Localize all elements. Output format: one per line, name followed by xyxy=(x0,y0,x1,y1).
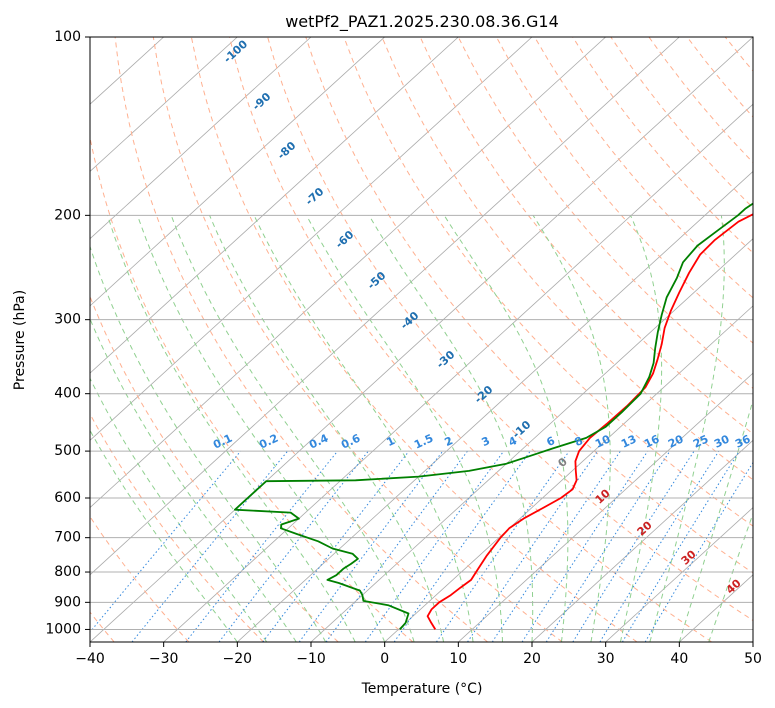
pressure-gridlines xyxy=(90,37,753,630)
y-tick-label: 1000 xyxy=(45,621,81,637)
isotherm-line xyxy=(163,103,753,642)
dewpoint-profile-line xyxy=(234,202,753,630)
y-tick-label: 800 xyxy=(54,564,81,580)
isotherm-line xyxy=(90,37,238,172)
moist-adiabat-line xyxy=(678,398,753,642)
dry-adiabat-line xyxy=(343,37,753,527)
dry-adiabat-line xyxy=(457,37,753,389)
mixing-ratio-line xyxy=(572,450,695,642)
y-axis-title: Pressure (hPa) xyxy=(12,290,28,390)
isotherm-line xyxy=(90,37,606,509)
moist-adiabat-line xyxy=(253,215,474,642)
y-tick-label: 600 xyxy=(54,490,81,506)
mixing-ratio-line xyxy=(131,450,288,642)
y-tick-label: 200 xyxy=(54,207,81,223)
dry-adiabat-line xyxy=(190,37,638,642)
y-tick-label: 400 xyxy=(54,386,81,402)
dry-adiabat-line xyxy=(114,37,488,642)
moist-adiabat-line xyxy=(532,215,611,642)
mixing-ratio-line xyxy=(325,450,468,642)
x-tick-label: 0 xyxy=(380,651,389,667)
x-tick-label: −10 xyxy=(296,651,326,667)
mixing-ratio-line xyxy=(262,450,410,642)
moist-adiabat-line xyxy=(90,317,297,642)
moist-adiabat-line xyxy=(443,215,569,642)
dry-adiabat-line xyxy=(305,37,753,574)
mixing-ratio-line xyxy=(90,450,242,633)
mixing-ratio-label: 25 xyxy=(691,432,710,450)
mixing-ratio-label: 36 xyxy=(733,432,753,450)
isotherm-line xyxy=(90,37,533,441)
x-tick-label: −30 xyxy=(149,651,179,667)
mixing-ratio-label: 20 xyxy=(666,432,686,450)
y-tick-label: 500 xyxy=(54,443,81,459)
mixing-ratio-line xyxy=(298,450,444,642)
x-axis-title: Temperature (°C) xyxy=(361,681,483,697)
isotherm-line xyxy=(605,507,753,642)
y-tick-label: 300 xyxy=(54,312,81,328)
isotherm-line xyxy=(237,170,753,642)
mixing-ratio-line xyxy=(185,450,338,642)
y-tick-label: 900 xyxy=(54,594,81,610)
mixing-ratio-line xyxy=(393,450,531,642)
moist-adiabat-line xyxy=(107,215,356,642)
mixing-ratio-line xyxy=(621,450,740,642)
y-axis: 100 200 300 400 500 600 700 800 900 1000 xyxy=(45,29,90,637)
mixing-ratio-label: 10 xyxy=(593,432,613,450)
isotherm-line xyxy=(531,439,753,642)
moist-adiabat-line xyxy=(649,215,725,642)
chart-title: wetPf2_PAZ1.2025.230.08.36.G14 xyxy=(285,12,559,32)
isotherm-line xyxy=(90,37,385,307)
moist-adiabat-line xyxy=(209,215,445,642)
x-tick-label: 10 xyxy=(449,651,467,667)
plot-frame xyxy=(89,36,754,643)
moist-adiabat-line xyxy=(90,377,268,642)
x-tick-label: 20 xyxy=(523,651,541,667)
sounding-profiles xyxy=(234,202,753,630)
moist-adiabat-line xyxy=(708,512,753,642)
moist-adiabat-line xyxy=(90,429,238,642)
isotherm-line xyxy=(90,37,459,374)
mixing-ratio-label: 13 xyxy=(619,432,638,450)
mixing-ratio-label: 30 xyxy=(712,432,732,450)
moist-adiabat-line xyxy=(306,215,503,642)
mixing-ratio-line xyxy=(521,450,649,642)
x-axis: −40 −30 −20 −10 0 10 20 30 40 50 xyxy=(75,642,762,667)
dry-adiabat-line xyxy=(90,295,339,642)
isotherm-line xyxy=(90,37,680,576)
moist-adiabat-line xyxy=(170,215,415,642)
mixing-ratio-line xyxy=(491,450,621,642)
y-tick-label: 700 xyxy=(54,530,81,546)
isotherm-line xyxy=(90,37,753,642)
isotherm-line xyxy=(90,37,312,240)
x-tick-label: 30 xyxy=(597,651,615,667)
dry-adiabat-line xyxy=(229,37,712,642)
isotherm-line xyxy=(384,305,753,642)
moist-adiabat-line xyxy=(137,215,386,642)
mixing-ratio-line xyxy=(545,450,671,642)
x-tick-label: 40 xyxy=(670,651,688,667)
dry-adiabat-line xyxy=(152,37,563,642)
mixing-ratio-line xyxy=(364,450,505,642)
isotherm-line xyxy=(458,372,753,642)
mixing-ratio-label: 16 xyxy=(642,432,662,450)
moist-adiabat-line xyxy=(619,215,663,642)
dry-adiabat-line xyxy=(90,412,264,642)
isotherm-line xyxy=(310,238,753,642)
mixing-ratio-line xyxy=(435,450,570,642)
moist-adiabat-line xyxy=(90,244,327,642)
x-tick-label: −20 xyxy=(223,651,253,667)
y-tick-label: 100 xyxy=(54,29,81,45)
moist-adiabat-line xyxy=(368,215,534,642)
x-tick-label: 50 xyxy=(744,651,762,667)
x-tick-label: −40 xyxy=(75,651,105,667)
mixing-ratio-line xyxy=(467,450,599,642)
dry-adiabat-line xyxy=(90,515,190,642)
